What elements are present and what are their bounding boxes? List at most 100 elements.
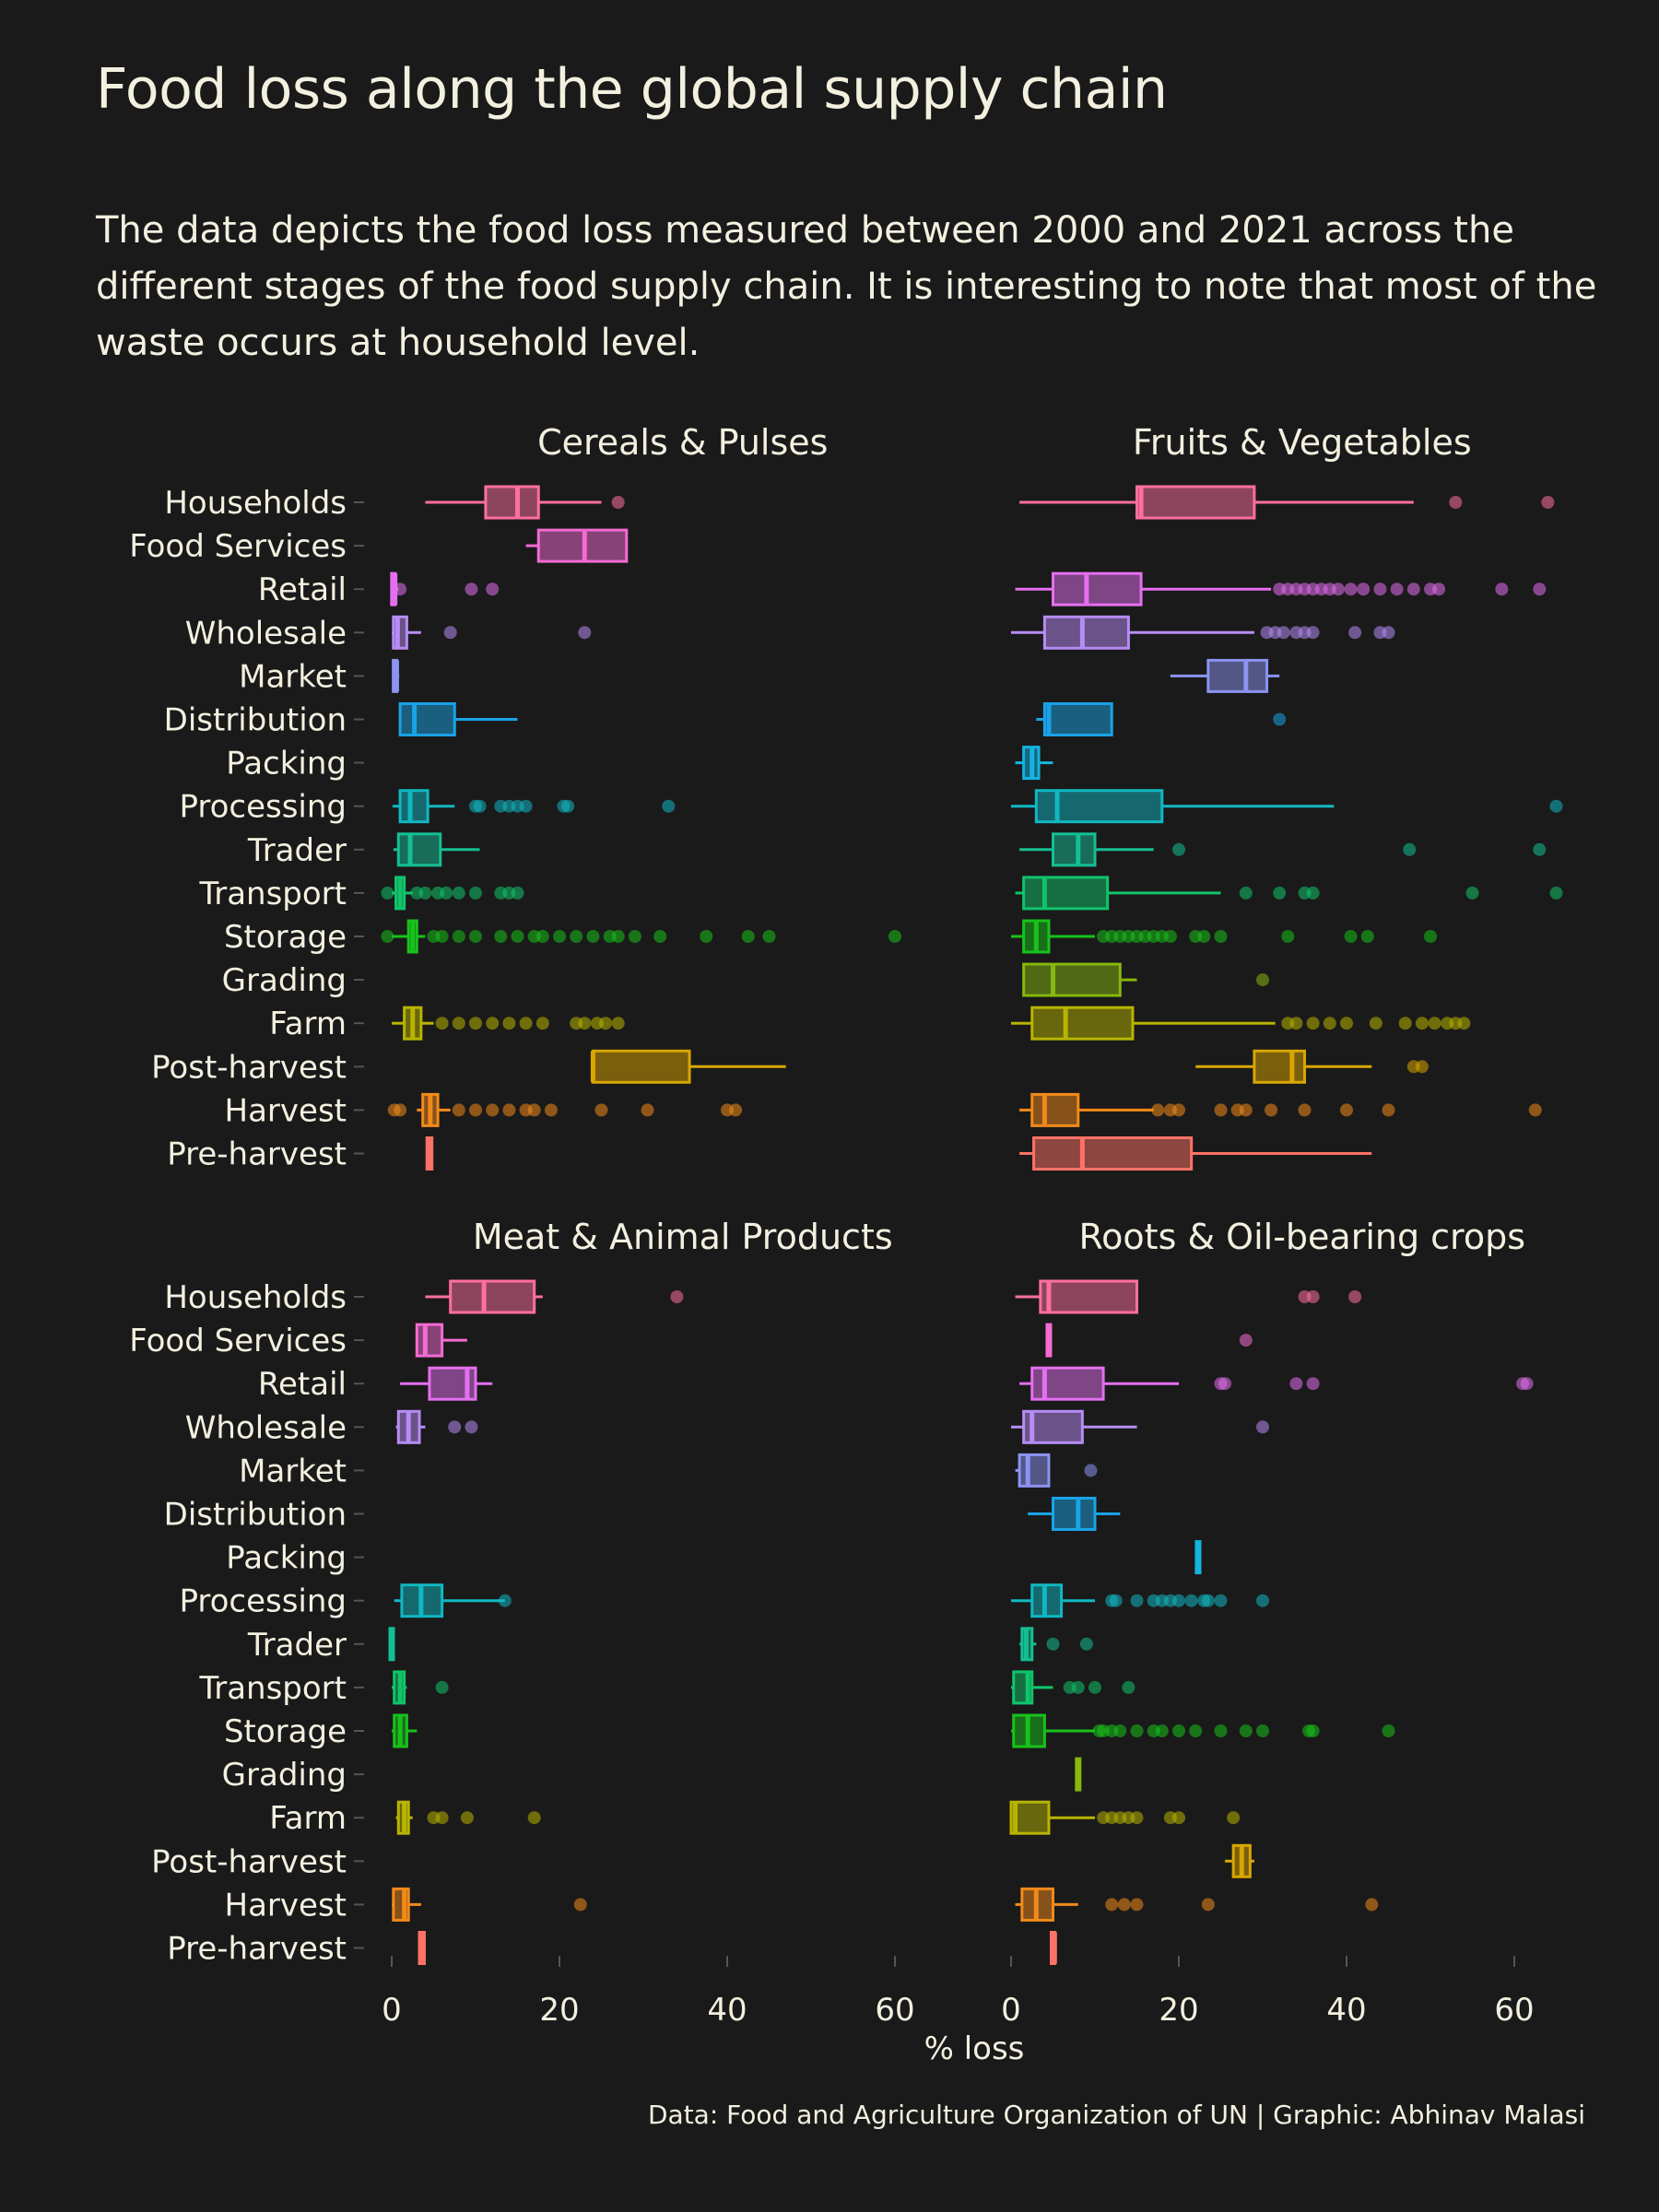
outlier-point	[1415, 1060, 1429, 1074]
outlier-point	[1306, 1017, 1320, 1030]
outlier-point	[452, 930, 465, 943]
box	[415, 1323, 444, 1358]
outlier-point	[1398, 1017, 1412, 1030]
outlier-point	[465, 582, 478, 596]
outlier-point	[1172, 1811, 1185, 1825]
stage-label: Storage	[224, 1713, 347, 1750]
box	[1030, 1092, 1080, 1127]
outlier-point	[473, 799, 487, 813]
outlier-point	[1256, 973, 1269, 987]
box	[396, 832, 442, 867]
outlier-point	[1357, 582, 1371, 596]
outlier-point	[1113, 1724, 1127, 1737]
outlier-point	[1256, 1724, 1269, 1737]
outlier-point	[1533, 582, 1547, 596]
outlier-point	[1306, 1377, 1320, 1391]
outlier-point	[1163, 930, 1177, 943]
panel: Cereals & Pulses	[381, 422, 901, 1171]
box	[398, 702, 456, 736]
stage-label: Trader	[247, 832, 347, 869]
box	[1135, 485, 1256, 520]
box	[1052, 832, 1097, 867]
stage-label: Transport	[198, 876, 347, 912]
outlier-point	[519, 799, 533, 813]
stage-label: Grading	[222, 1757, 347, 1794]
outlier-point	[1256, 1594, 1269, 1607]
outlier-point	[1533, 842, 1547, 856]
x-tick-label: 20	[1159, 1992, 1198, 2029]
outlier-point	[527, 1811, 541, 1825]
outlier-point	[1151, 1103, 1165, 1117]
outlier-point	[544, 1103, 558, 1117]
outlier-point	[1117, 1898, 1131, 1912]
stage-label: Harvest	[225, 1092, 347, 1129]
outlier-point	[1424, 930, 1437, 943]
panel: Fruits & Vegetables	[1011, 422, 1563, 1171]
outlier-point	[586, 930, 600, 943]
outlier-point	[1201, 1594, 1215, 1607]
x-axis-label: % loss	[924, 2030, 1025, 2067]
stage-label: Packing	[226, 1540, 347, 1577]
outlier-point	[452, 1017, 465, 1030]
outlier-point	[1130, 1724, 1144, 1737]
outlier-point	[1306, 626, 1320, 640]
outlier-point	[1449, 496, 1463, 509]
outlier-point	[1122, 1680, 1135, 1694]
outlier-point	[1265, 1103, 1278, 1117]
outlier-point	[1214, 930, 1228, 943]
outlier-point	[888, 930, 901, 943]
box	[1042, 615, 1130, 650]
stage-label: Distribution	[164, 702, 347, 739]
outlier-point	[1520, 1377, 1534, 1391]
outlier-point	[1088, 1680, 1101, 1694]
outlier-point	[1289, 1377, 1303, 1391]
outlier-point	[435, 1680, 449, 1694]
outlier-point	[1382, 1724, 1395, 1737]
outlier-point	[1155, 1724, 1169, 1737]
stage-label: Households	[164, 1279, 347, 1316]
outlier-point	[1340, 1017, 1353, 1030]
outlier-point	[561, 799, 575, 813]
outlier-point	[700, 930, 713, 943]
chart-title: Food loss along the global supply chain	[96, 57, 1168, 122]
outlier-point	[502, 1103, 516, 1117]
outlier-point	[1298, 1103, 1312, 1117]
outlier-point	[578, 626, 592, 640]
outlier-point	[486, 582, 500, 596]
outlier-point	[498, 1594, 512, 1607]
box	[1039, 1279, 1138, 1314]
outlier-point	[1289, 1017, 1303, 1030]
outlier-point	[1541, 496, 1555, 509]
stage-label: Retail	[258, 1366, 347, 1403]
outlier-point	[527, 1103, 541, 1117]
box	[1042, 702, 1113, 736]
outlier-point	[494, 930, 508, 943]
box	[1022, 962, 1122, 997]
stage-label: Trader	[247, 1627, 347, 1664]
outlier-point	[1256, 1420, 1269, 1434]
outlier-point	[1197, 930, 1211, 943]
outlier-point	[1360, 930, 1374, 943]
outlier-point	[502, 1017, 516, 1030]
outlier-point	[1227, 1811, 1241, 1825]
outlier-point	[1340, 1103, 1353, 1117]
outlier-point	[1549, 799, 1563, 813]
outlier-point	[452, 886, 465, 900]
outlier-point	[486, 1103, 500, 1117]
outlier-point	[670, 1290, 684, 1303]
stage-label: Post-harvest	[151, 1843, 347, 1880]
box	[1052, 571, 1143, 606]
outlier-point	[1281, 930, 1295, 943]
outlier-point	[1306, 886, 1320, 900]
outlier-point	[1084, 1464, 1098, 1477]
outlier-point	[1306, 1724, 1320, 1737]
outlier-point	[1348, 626, 1362, 640]
outlier-point	[381, 886, 394, 900]
stage-label: Processing	[179, 1583, 347, 1620]
outlier-point	[628, 930, 641, 943]
outlier-point	[1406, 582, 1420, 596]
outlier-point	[653, 930, 667, 943]
box	[1018, 1453, 1051, 1488]
outlier-point	[1344, 582, 1358, 596]
outlier-point	[1428, 1017, 1441, 1030]
